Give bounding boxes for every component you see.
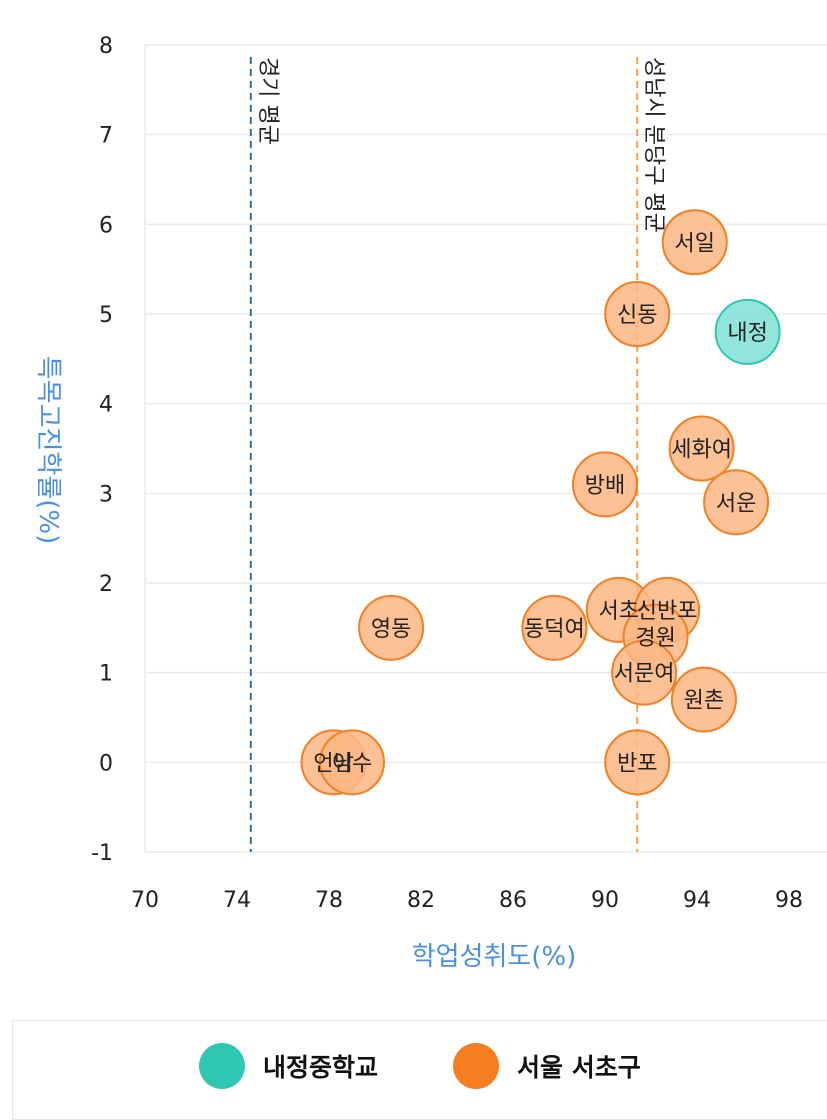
x-tick-label: 74	[223, 888, 251, 913]
data-point[interactable]	[670, 666, 737, 733]
x-tick-label: 86	[499, 888, 527, 913]
grid-lines	[144, 44, 827, 853]
data-point[interactable]	[703, 469, 770, 536]
x-tick-label: 78	[315, 888, 343, 913]
x-tick-label: 90	[591, 888, 619, 913]
data-label: 서운	[716, 491, 756, 516]
data-label: 영동	[371, 617, 411, 642]
data-label: 서일	[674, 231, 714, 256]
data-point[interactable]	[611, 639, 678, 706]
x-tick-label: 94	[683, 888, 711, 913]
data-point[interactable]	[572, 451, 638, 518]
y-tick-label: 1	[99, 662, 113, 687]
y-axis-title: 특목고진학률(%)	[33, 356, 63, 545]
x-tick-label: 70	[131, 888, 159, 913]
data-label: 신반포	[637, 599, 698, 624]
y-tick-label: 2	[99, 572, 113, 597]
data-label: 방배	[585, 473, 625, 498]
y-tick-label: 5	[99, 303, 113, 328]
data-label: 경원	[635, 626, 675, 651]
data-point[interactable]	[604, 281, 671, 347]
y-tick-label: 3	[99, 482, 113, 507]
data-label: 신동	[617, 303, 657, 328]
reference-line-label: 성남시 분당구 평균	[641, 57, 666, 233]
y-tick-label: 7	[99, 124, 113, 149]
x-axis-title: 학업성취도(%)	[412, 942, 577, 972]
y-tick-label: 6	[99, 213, 113, 238]
data-label: 반포	[617, 751, 657, 776]
data-label: 서초	[599, 599, 639, 624]
legend-swatch-seocho	[453, 1043, 499, 1089]
data-point[interactable]	[668, 415, 735, 482]
legend: 내정중학교 서울 서초구	[12, 1020, 827, 1120]
data-point[interactable]	[358, 594, 425, 661]
reference-lines: 경기 평균 성남시 분당구 평균	[249, 57, 666, 852]
data-label: 동덕여	[524, 617, 585, 642]
reference-line-label: 경기 평균	[255, 57, 280, 145]
data-label: 세화여	[671, 438, 732, 463]
data-label: 언남	[313, 751, 353, 776]
data-point[interactable]	[604, 729, 671, 796]
data-point[interactable]	[521, 594, 588, 661]
x-tick-label: 82	[407, 888, 435, 913]
legend-item-naejeong[interactable]: 내정중학교	[199, 1043, 378, 1089]
y-tick-label: 8	[99, 34, 113, 59]
legend-swatch-naejeong	[199, 1043, 245, 1089]
data-label: 원촌	[684, 689, 724, 714]
legend-label: 서울 서초구	[517, 1053, 641, 1082]
x-tick-label: 98	[775, 888, 803, 913]
data-point[interactable]	[661, 209, 728, 276]
data-label: 내정	[727, 321, 767, 346]
data-point[interactable]	[319, 729, 385, 796]
y-tick-label: 4	[99, 393, 113, 418]
data-label: 이수	[332, 751, 372, 776]
data-label: 서문여	[614, 662, 675, 687]
y-tick-label: -1	[91, 841, 113, 866]
y-tick-label: 0	[99, 751, 113, 776]
legend-label: 내정중학교	[263, 1053, 379, 1082]
data-point[interactable]	[714, 298, 781, 365]
legend-item-seocho[interactable]: 서울 서초구	[453, 1043, 641, 1089]
